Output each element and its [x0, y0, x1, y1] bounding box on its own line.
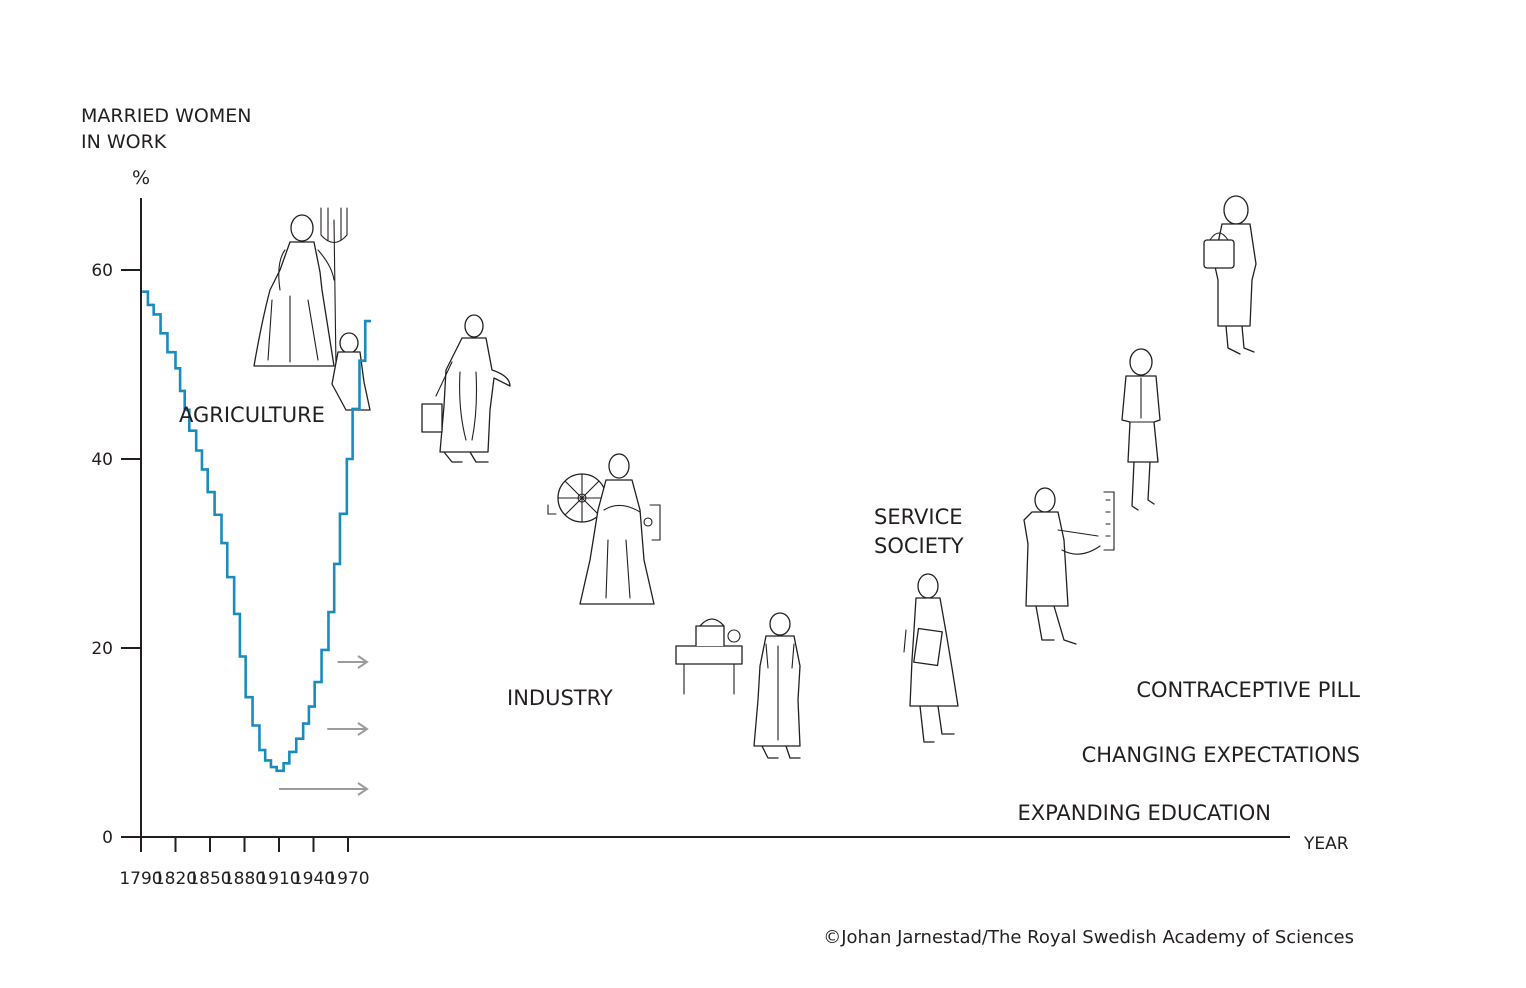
x-tick-label: 1910	[257, 869, 300, 889]
y-axis-title-line-2: IN WORK	[81, 131, 167, 153]
driver-arrows	[279, 655, 369, 796]
step-line	[142, 290, 371, 773]
driver-label-changing-expectations: CHANGING EXPECTATIONS	[1082, 743, 1360, 767]
y-axis-unit: %	[132, 167, 150, 189]
y-axis-title-line-1: MARRIED WOMEN	[81, 105, 251, 127]
x-tick-label: 1850	[188, 869, 231, 889]
driver-arrow	[337, 655, 369, 669]
driver-arrow	[279, 782, 369, 796]
y-tick-label: 20	[91, 639, 113, 659]
credit: ©Johan Jarnestad/The Royal Swedish Acade…	[823, 927, 1354, 948]
driver-label-expanding-education: EXPANDING EDUCATION	[1017, 801, 1271, 825]
illustrations	[253, 195, 1257, 759]
woman-with-folder-icon	[903, 573, 959, 743]
switchboard-operator-icon	[1023, 487, 1115, 645]
x-tick-label: 1820	[154, 869, 197, 889]
y-ticks: 0 20 40 60	[91, 261, 141, 848]
y-tick-label: 0	[102, 828, 113, 848]
y-tick-label: 60	[91, 261, 113, 281]
x-axis-title: YEAR	[1303, 834, 1349, 854]
era-label-service-line-1: SERVICE	[874, 505, 963, 529]
x-tick-label: 1940	[292, 869, 335, 889]
era-label-agriculture: AGRICULTURE	[179, 403, 325, 427]
x-tick-label: 1970	[326, 869, 369, 889]
y-tick-label: 40	[91, 450, 113, 470]
era-label-service-line-2: SOCIETY	[874, 534, 964, 558]
driver-label-contraceptive-pill: CONTRACEPTIVE PILL	[1136, 678, 1360, 702]
sewing-machine-icon	[675, 618, 743, 695]
modern-woman-with-bag-icon	[1203, 195, 1257, 355]
driver-arrow	[327, 722, 369, 736]
factory-woman-icon	[753, 612, 801, 759]
woman-at-spinning-wheel-icon	[547, 453, 661, 605]
woman-with-bucket-icon	[421, 314, 511, 463]
era-label-industry: INDUSTRY	[507, 686, 613, 710]
x-tick-label: 1880	[223, 869, 266, 889]
x-tick-label: 1790	[119, 869, 162, 889]
farm-woman-with-pitchfork-icon	[253, 207, 348, 369]
office-woman-icon	[1121, 348, 1161, 511]
